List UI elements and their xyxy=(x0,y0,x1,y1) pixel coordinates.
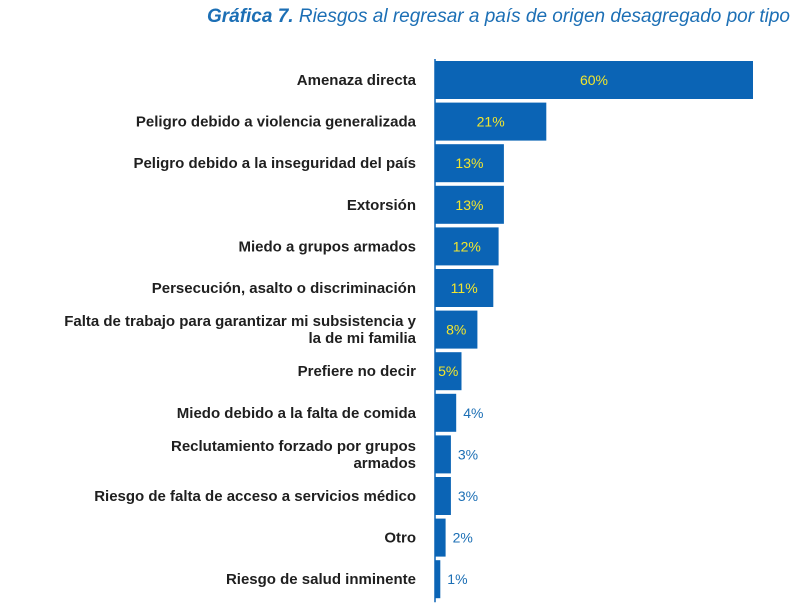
bar xyxy=(435,102,547,141)
bar xyxy=(435,61,753,99)
value-label: 8% xyxy=(446,322,466,338)
category-label-line: Riesgo de falta de acceso a servicios mé… xyxy=(94,488,416,505)
bar xyxy=(435,477,451,515)
bar xyxy=(435,269,494,307)
category-label: Miedo debido a la falta de comida xyxy=(177,405,417,422)
category-label: Reclutamiento forzado por grupos armados xyxy=(171,438,416,472)
value-label: 21% xyxy=(477,114,505,130)
category-label: Extorsión xyxy=(347,197,416,214)
category-labels: Amenaza directa Peligro debido a violenci… xyxy=(64,72,416,588)
category-label-line: Persecución, asalto o discriminación xyxy=(152,280,416,297)
category-label: Otro xyxy=(384,530,416,547)
value-label: 1% xyxy=(447,571,467,587)
bar xyxy=(435,310,478,349)
category-label: Persecución, asalto o discriminación xyxy=(152,280,416,297)
bar xyxy=(435,518,446,557)
category-label: Falta de trabajo para garantizar mi subs… xyxy=(64,313,416,347)
category-label-line: Extorsión xyxy=(347,197,416,214)
value-label: 3% xyxy=(458,446,478,462)
value-label: 60% xyxy=(580,72,608,88)
chart-title-number: Gráfica 7. xyxy=(206,6,294,27)
category-label-line: Amenaza directa xyxy=(297,72,417,89)
value-label: 4% xyxy=(463,405,483,421)
category-label-line: Riesgo de salud inminente xyxy=(226,571,416,588)
category-label: Amenaza directa xyxy=(297,72,417,89)
category-label-line: Miedo a grupos armados xyxy=(238,238,416,255)
bar xyxy=(435,560,441,599)
bar xyxy=(435,144,504,183)
bar xyxy=(435,185,504,224)
category-label-line: Falta de trabajo para garantizar mi subs… xyxy=(64,313,416,330)
bars-layer xyxy=(435,61,753,599)
value-label: 13% xyxy=(455,155,483,171)
value-label: 3% xyxy=(458,488,478,504)
bar xyxy=(435,227,499,266)
category-label-line: armados xyxy=(353,455,416,472)
category-label: Miedo a grupos armados xyxy=(238,238,416,255)
category-label: Peligro debido a violencia generalizada xyxy=(136,114,417,131)
value-label: 5% xyxy=(438,363,458,379)
category-label-line: la de mi familia xyxy=(308,330,416,347)
bar xyxy=(435,435,451,474)
bar xyxy=(435,352,462,391)
chart-title: Gráfica 7. Riesgos al regresar a país de… xyxy=(0,6,790,28)
category-label: Peligro debido a la inseguridad del país xyxy=(133,155,416,172)
category-label-line: Otro xyxy=(384,530,416,547)
category-label: Riesgo de salud inminente xyxy=(226,571,416,588)
value-label: 2% xyxy=(453,530,473,546)
value-label: 13% xyxy=(455,197,483,213)
category-label-line: Peligro debido a violencia generalizada xyxy=(136,114,417,131)
category-label-line: Peligro debido a la inseguridad del país xyxy=(133,155,416,172)
value-labels: 60% 21% 13% 13% 12% 11% 8% 5% 4% 3% 3% 2% 1% xyxy=(438,72,608,587)
category-label-line: Prefiere no decir xyxy=(298,363,417,380)
value-label: 11% xyxy=(451,280,478,296)
category-label-line: Reclutamiento forzado por grupos xyxy=(171,438,416,455)
value-label: 12% xyxy=(453,238,481,254)
chart-title-text: Riesgos al regresar a país de origen des… xyxy=(298,6,790,27)
category-label-line: Miedo debido a la falta de comida xyxy=(177,405,417,422)
category-label: Riesgo de falta de acceso a servicios mé… xyxy=(94,488,416,505)
category-label: Prefiere no decir xyxy=(298,363,417,380)
bar xyxy=(435,393,457,432)
